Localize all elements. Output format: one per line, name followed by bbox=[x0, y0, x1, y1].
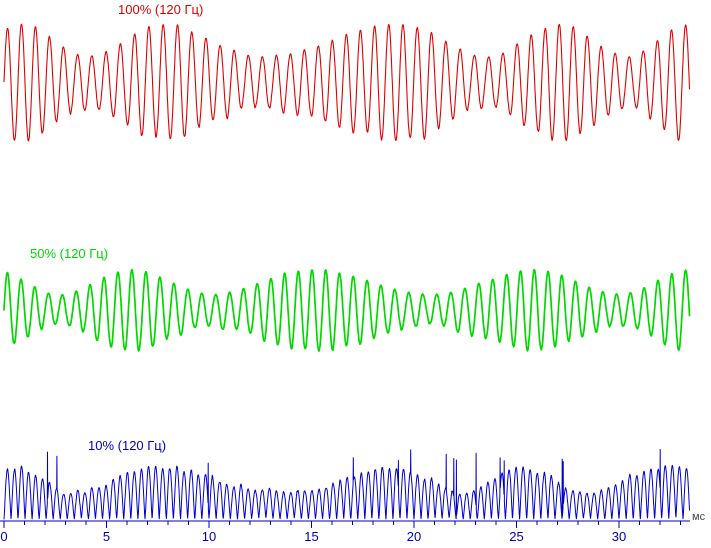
x-tick-label: 10 bbox=[202, 529, 216, 544]
series-label-100-percent: 100% (120 Гц) bbox=[118, 2, 203, 17]
waveform-10-percent bbox=[3, 449, 690, 520]
x-tick-label: 5 bbox=[103, 529, 110, 544]
x-tick-label: 25 bbox=[509, 529, 523, 544]
x-tick-label: 0 bbox=[0, 529, 7, 544]
x-tick-label: 30 bbox=[612, 529, 626, 544]
waveform-50-percent bbox=[3, 268, 691, 352]
x-tick-label: 20 bbox=[407, 529, 421, 544]
waveform-100-percent bbox=[3, 23, 691, 142]
x-tick-label: 15 bbox=[304, 529, 318, 544]
series-label-50-percent: 50% (120 Гц) bbox=[30, 246, 108, 261]
x-axis-unit-label: мс bbox=[692, 511, 706, 523]
x-axis: 0 5 10 15 20 25 30 bbox=[0, 520, 690, 544]
series-label-10-percent: 10% (120 Гц) bbox=[88, 438, 166, 453]
